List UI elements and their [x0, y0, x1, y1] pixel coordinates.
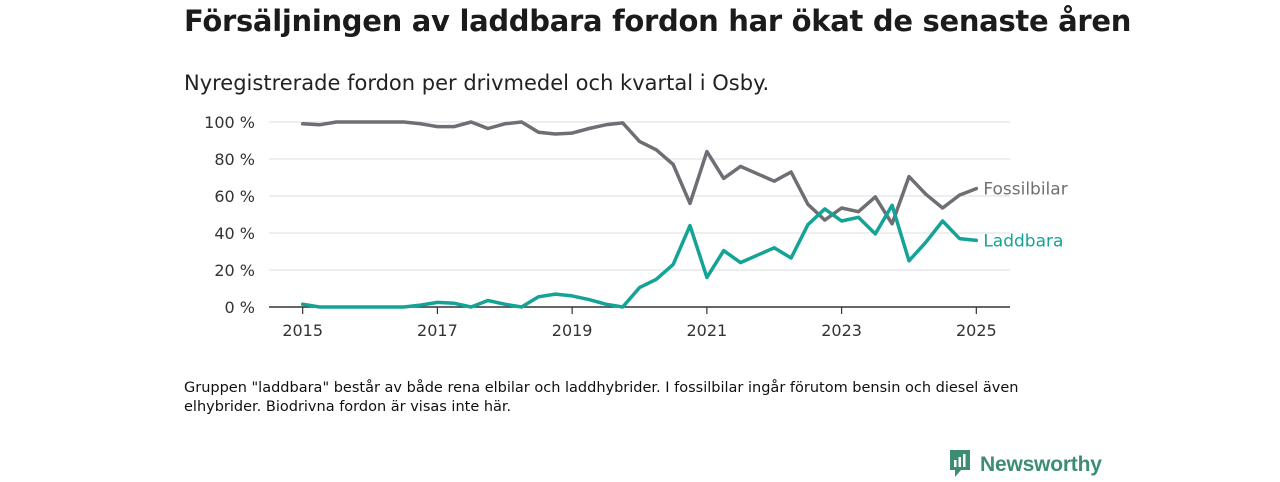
x-tick-label: 2025 — [956, 321, 997, 340]
x-tick-label: 2015 — [282, 321, 323, 340]
y-tick-label: 100 % — [204, 113, 255, 132]
x-tick-label: 2017 — [417, 321, 458, 340]
y-tick-label: 0 % — [225, 298, 255, 317]
x-axis: 2015 2017 2019 2021 2023 2025 — [269, 306, 1010, 340]
y-tick-label: 60 % — [214, 187, 255, 206]
x-tick-label: 2023 — [821, 321, 862, 340]
x-tick-label: 2019 — [552, 321, 593, 340]
series-label-laddbara: Laddbara — [983, 231, 1063, 251]
x-tick-label: 2021 — [687, 321, 728, 340]
brand-logo[interactable]: Newsworthy — [948, 450, 1102, 480]
y-tick-label: 80 % — [214, 150, 255, 169]
series-labels: Fossilbilar Laddbara — [983, 180, 1067, 252]
footnote: Gruppen "laddbara" består av både rena e… — [184, 380, 1019, 415]
chart-subtitle: Nyregistrerade fordon per drivmedel och … — [184, 71, 770, 95]
grid-lines — [269, 121, 1010, 271]
newsworthy-logo-icon — [948, 448, 972, 482]
chart-title: Försäljningen av laddbara fordon har öka… — [184, 4, 1132, 38]
series-line-laddbara — [300, 203, 979, 309]
y-axis: 0 % 20 % 40 % 60 % 80 % 100 % — [204, 113, 255, 317]
line-chart: 0 % 20 % 40 % 60 % 80 % 100 % 2015 2017 2019 202… — [204, 113, 1068, 340]
brand-name: Newsworthy — [980, 453, 1102, 476]
series-lines — [300, 120, 979, 309]
series-label-fossilbilar: Fossilbilar — [983, 180, 1067, 200]
y-tick-label: 20 % — [214, 261, 255, 280]
y-tick-label: 40 % — [214, 224, 255, 243]
series-line-fossilbilar — [300, 120, 979, 226]
